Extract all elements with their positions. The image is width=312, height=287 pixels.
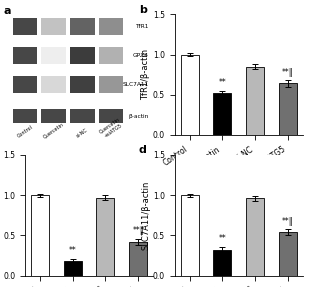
Bar [213, 250, 231, 276]
Text: **‖: **‖ [282, 68, 294, 77]
Text: Control: Control [16, 125, 34, 139]
Bar [41, 47, 66, 64]
Bar [99, 76, 123, 93]
Text: a: a [3, 6, 11, 16]
Bar [13, 18, 37, 35]
Bar [129, 242, 147, 276]
Bar [70, 18, 95, 35]
Text: Quercetin: Quercetin [42, 121, 65, 139]
Bar [13, 47, 37, 64]
Bar [13, 109, 37, 123]
Text: Quercetin
+siATG5: Quercetin +siATG5 [98, 117, 124, 139]
Bar [64, 261, 81, 276]
Bar [70, 76, 95, 93]
Bar [70, 109, 95, 123]
Bar [41, 76, 66, 93]
Bar [181, 195, 198, 276]
Bar [13, 76, 37, 93]
Bar [41, 18, 66, 35]
Text: d: d [139, 145, 147, 155]
Bar [31, 195, 49, 276]
Bar [96, 197, 114, 276]
Text: b: b [139, 5, 147, 15]
Bar [279, 84, 297, 135]
Bar [99, 109, 123, 123]
Text: **: ** [218, 78, 226, 88]
Text: TfR1: TfR1 [135, 24, 148, 29]
Bar [99, 18, 123, 35]
Bar [279, 232, 297, 276]
Bar [70, 47, 95, 64]
Text: **‖: **‖ [282, 217, 294, 226]
Bar [246, 198, 264, 276]
Y-axis label: SLC7A11/β-actin: SLC7A11/β-actin [141, 181, 150, 250]
Text: si-NC: si-NC [76, 128, 89, 139]
Text: **‖: **‖ [132, 226, 144, 235]
Text: SLC7A11: SLC7A11 [122, 82, 148, 87]
Bar [246, 67, 264, 135]
Bar [213, 93, 231, 135]
Text: **: ** [218, 234, 226, 243]
Bar [99, 47, 123, 64]
Text: β-actin: β-actin [128, 114, 148, 119]
Text: **: ** [69, 247, 76, 255]
Y-axis label: TfR1/β-actin: TfR1/β-actin [141, 49, 150, 100]
Bar [41, 109, 66, 123]
Bar [181, 55, 198, 135]
Text: GPX4: GPX4 [132, 53, 148, 58]
